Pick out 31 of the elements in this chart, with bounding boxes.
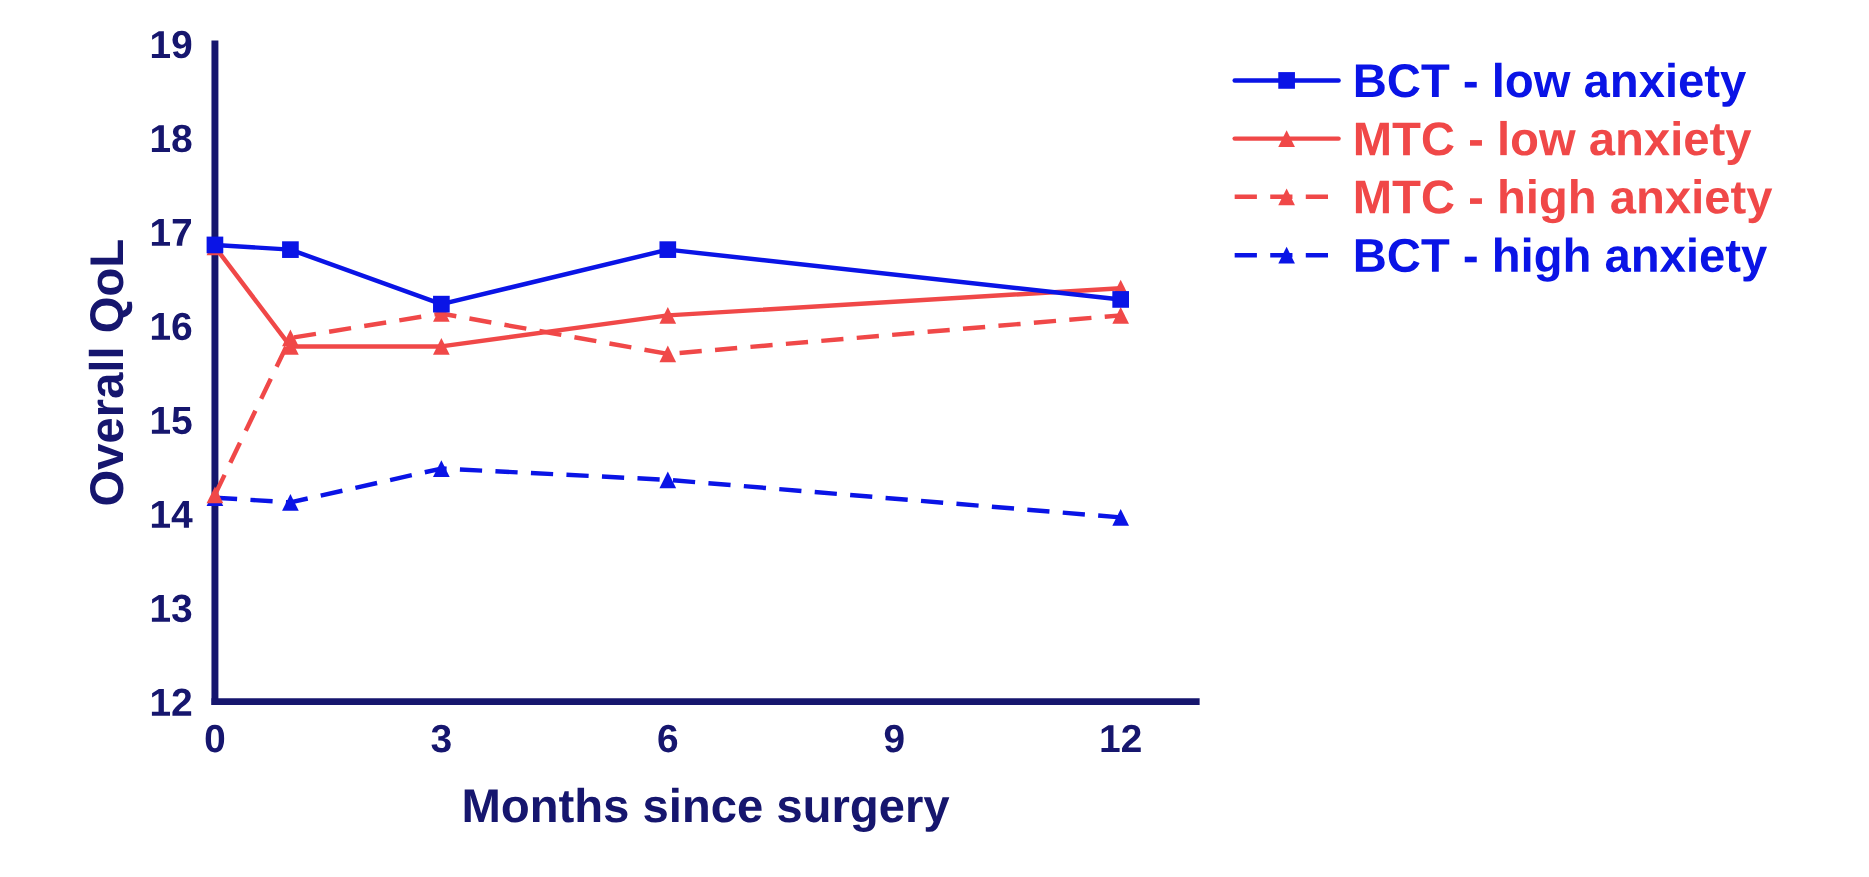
x-tick-label: 0: [205, 724, 225, 753]
point: [659, 241, 677, 258]
point: [659, 345, 677, 363]
point: [1112, 509, 1130, 526]
point: [282, 241, 299, 258]
point: [1112, 291, 1130, 308]
y-tick-label: 18: [151, 124, 192, 153]
y-tick-label: 17: [151, 219, 192, 246]
y-tick-label: 12: [151, 688, 192, 716]
point: [433, 460, 450, 477]
point: [659, 471, 677, 489]
point: [433, 295, 450, 313]
legend-label: MTC - low anxiety: [1355, 120, 1752, 165]
legend-label: BCT - low anxiety: [1355, 62, 1747, 107]
x-axis-title: Months since surgery: [464, 787, 950, 833]
y-tick-label: 15: [151, 407, 192, 435]
point: [282, 494, 299, 511]
point: [1112, 307, 1130, 324]
point: [659, 307, 677, 324]
legend-label: MTC - high anxiety: [1355, 179, 1773, 224]
y-tick-label: 14: [151, 501, 193, 528]
x-tick-label: 12: [1101, 724, 1141, 752]
x-tick-label: 9: [884, 724, 904, 753]
y-tick-label: 16: [151, 312, 192, 341]
point: [433, 338, 450, 355]
y-tick-label: 19: [151, 30, 192, 59]
x-tick-label: 3: [431, 724, 451, 753]
y-axis-title: Overall QoL: [88, 240, 133, 505]
y-tick-label: 13: [151, 594, 192, 623]
x-tick-label: 6: [658, 724, 678, 753]
legend-label: BCT - high anxiety: [1355, 237, 1768, 282]
